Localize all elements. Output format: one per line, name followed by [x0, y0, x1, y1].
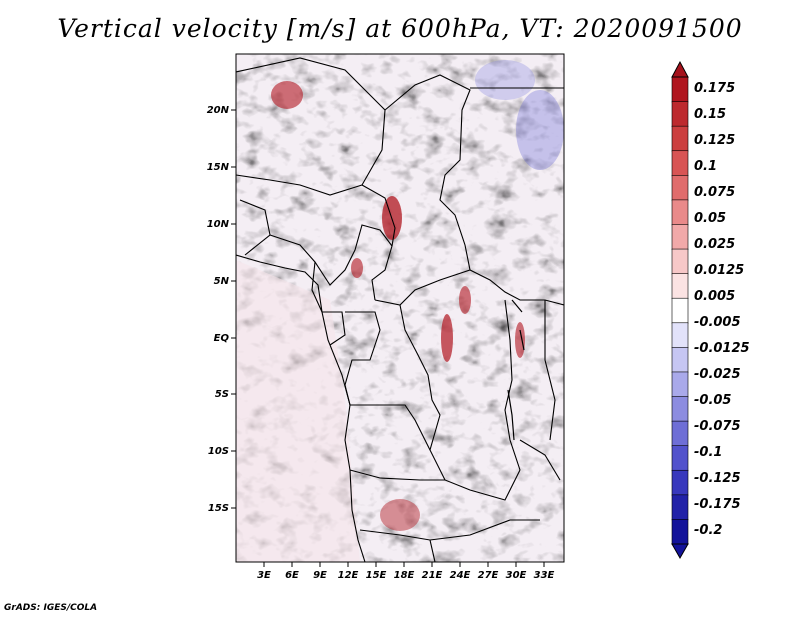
- country-borders: [236, 57, 564, 562]
- lon-tick: 24E: [450, 562, 471, 581]
- colorbar-label: 0.1: [694, 159, 717, 174]
- lon-tick: 15E: [366, 562, 387, 581]
- lon-label: 27E: [478, 570, 499, 581]
- lat-label: EQ: [214, 333, 230, 344]
- colorbar-label: -0.05: [694, 393, 731, 408]
- lon-tick: 33E: [534, 562, 555, 581]
- colorbar-top-arrow: [671, 60, 689, 78]
- coastline: [236, 254, 366, 562]
- colorbar-segment: [671, 175, 689, 201]
- lon-label: 24E: [450, 570, 471, 581]
- lat-tick: 10N: [207, 219, 236, 230]
- lon-tick: 27E: [478, 562, 499, 581]
- lon-tick: 30E: [506, 562, 527, 581]
- lat-tick: EQ: [214, 333, 236, 344]
- colorbar-segment: [671, 396, 689, 422]
- lon-label: 6E: [285, 570, 299, 581]
- lat-tick: 5N: [214, 276, 236, 287]
- lon-tick: 6E: [285, 562, 299, 581]
- colorbar-labels: 0.175 0.15 0.125 0.1 0.075 0.05 0.025 0.…: [694, 81, 750, 538]
- colorbar-segment: [671, 494, 689, 521]
- colorbar-segment: [671, 297, 689, 324]
- colorbar-label: 0.075: [694, 185, 735, 200]
- lat-tick: 5S: [215, 389, 236, 400]
- colorbar-segment: [671, 150, 689, 177]
- colorbar-label: 0.0125: [694, 263, 744, 278]
- lat-label: 10N: [207, 219, 230, 230]
- lat-label: 5S: [215, 389, 229, 400]
- colorbar-label: 0.025: [694, 237, 735, 252]
- colorbar-bottom-arrow: [671, 543, 689, 560]
- colorbar-segment: [671, 420, 689, 447]
- lon-label: 21E: [422, 570, 443, 581]
- colorbar-label: 0.05: [694, 211, 726, 226]
- colorbar-segment: [671, 125, 689, 152]
- colorbar-segment: [671, 519, 689, 545]
- lat-label: 15N: [207, 162, 230, 173]
- colorbar-label: -0.005: [694, 315, 741, 330]
- chart-title: Vertical velocity [m/s] at 600hPa, VT: 2…: [57, 14, 743, 43]
- lakes: [507, 299, 525, 441]
- lon-tick: 9E: [313, 562, 327, 581]
- lat-label: 10S: [208, 446, 229, 457]
- lon-label: 33E: [534, 570, 555, 581]
- lat-label: 5N: [214, 276, 230, 287]
- colorbar-segment: [671, 76, 689, 103]
- lon-label: 3E: [257, 570, 271, 581]
- lon-tick: 21E: [422, 562, 443, 581]
- colorbar-label: -0.1: [694, 445, 722, 460]
- lon-tick: 18E: [394, 562, 415, 581]
- colorbar-label: 0.175: [694, 81, 735, 96]
- colorbar-label: -0.2: [694, 523, 722, 538]
- lon-label: 15E: [366, 570, 387, 581]
- colorbar-label: -0.025: [694, 367, 741, 382]
- colorbar-segment: [671, 371, 689, 398]
- lon-label: 30E: [506, 570, 527, 581]
- colorbar-segment: [671, 322, 689, 349]
- lat-tick: 15S: [208, 503, 236, 514]
- colorbar-segment: [671, 347, 689, 373]
- lon-label: 12E: [338, 570, 359, 581]
- colorbar-segment: [671, 248, 689, 275]
- colorbar-label: -0.0125: [694, 341, 750, 356]
- lat-tick: 15N: [207, 162, 236, 173]
- lon-label: 9E: [313, 570, 327, 581]
- lat-label: 15S: [208, 503, 229, 514]
- colorbar-segment: [671, 469, 689, 496]
- map-frame: [235, 53, 565, 563]
- colorbar-label: -0.125: [694, 471, 741, 486]
- lat-axis: 20N 15N 10N 5N EQ 5S 10S 15S: [207, 105, 236, 514]
- colorbar-label: 0.125: [694, 133, 735, 148]
- lat-tick: 20N: [207, 105, 236, 116]
- colorbar-segment: [671, 101, 689, 127]
- lon-label: 18E: [394, 570, 415, 581]
- colorbar-label: 0.005: [694, 289, 735, 304]
- lon-axis: 3E 6E 9E 12E 15E 18E 21E 24E 27E 30E 33E: [257, 562, 555, 581]
- colorbar-label: 0.15: [694, 107, 726, 122]
- colorbar-segment: [671, 224, 689, 250]
- lon-tick: 3E: [257, 562, 271, 581]
- colorbar-segment: [671, 199, 689, 226]
- lat-label: 20N: [207, 105, 230, 116]
- colorbar-segments: [671, 76, 689, 545]
- lat-tick: 10S: [208, 446, 236, 457]
- grads-credit: GrADS: IGES/COLA: [4, 603, 98, 613]
- colorbar-segment: [671, 445, 689, 472]
- colorbar-label: -0.175: [694, 497, 741, 512]
- lon-tick: 12E: [338, 562, 359, 581]
- colorbar-segment: [671, 273, 689, 300]
- colorbar-label: -0.075: [694, 419, 741, 434]
- colorbar: 0.175 0.15 0.125 0.1 0.075 0.05 0.025 0.…: [671, 60, 750, 560]
- vertical-velocity-field: [236, 54, 564, 562]
